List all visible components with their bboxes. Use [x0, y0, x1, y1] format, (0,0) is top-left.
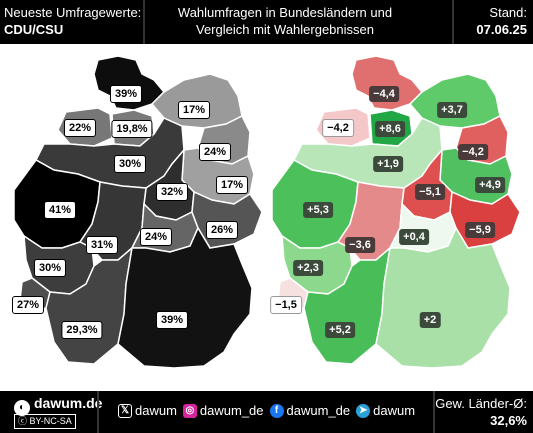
social-facebook-text: dawum_de	[286, 403, 351, 418]
diff-label-bb: +4,9	[475, 177, 505, 193]
poll-label-hb: 19,8%	[111, 120, 153, 138]
diff-label-be: −4,2	[458, 144, 488, 160]
header-right: Stand: 07.06.25	[476, 4, 527, 38]
diff-label-hh: −4,2	[322, 119, 354, 137]
poll-label-he: 31%	[85, 236, 119, 254]
poll-label-sl: 27%	[11, 296, 45, 314]
party-name: CDU/CSU	[4, 22, 64, 37]
license-text: BY-NC-SA	[29, 416, 72, 426]
title-line-2: Vergleich mit Wahlergebnissen	[196, 22, 374, 37]
date-value: 07.06.25	[476, 22, 527, 37]
poll-label-th: 24%	[139, 228, 173, 246]
diff-label-nw: +5,3	[303, 202, 333, 218]
social-instagram-text: dawum_de	[199, 403, 264, 418]
brand[interactable]: ◐ dawum.de	[14, 395, 102, 416]
poll-state-by	[117, 226, 253, 369]
average-label: Gew. Länder-Ø:	[435, 396, 527, 411]
diff-label-sh: −4,4	[369, 86, 399, 102]
header-title: Wahlumfragen in Bundesländern und Vergle…	[175, 4, 395, 38]
average-value: 32,6%	[490, 413, 527, 428]
social-telegram[interactable]: ➤ dawum	[356, 403, 415, 418]
poll-label-ni: 30%	[113, 155, 147, 173]
social-x-text: dawum	[135, 403, 177, 418]
poll-label-st: 32%	[155, 183, 189, 201]
footer-divider-right	[433, 391, 435, 433]
diff-label-he: −3,6	[345, 237, 375, 253]
telegram-icon: ➤	[356, 403, 371, 418]
diff-label-rp: +2,3	[293, 260, 323, 276]
poll-label-by: 39%	[155, 311, 189, 329]
average-box: Gew. Länder-Ø: 32,6%	[435, 395, 527, 429]
poll-label-bw: 29,3%	[61, 321, 103, 339]
header-divider-right	[452, 0, 454, 44]
poll-label-bb: 17%	[215, 176, 249, 194]
poll-label-mv: 17%	[177, 101, 211, 119]
poll-label-sn: 26%	[205, 221, 239, 239]
diff-label-st: −5,1	[415, 184, 445, 200]
instagram-icon: ◎	[182, 403, 197, 418]
footer-divider-left	[97, 391, 99, 433]
diff-label-bw: +5,2	[325, 322, 355, 338]
facebook-icon: f	[269, 403, 284, 418]
header-divider-left	[143, 0, 145, 44]
diff-label-th: +0,4	[399, 229, 429, 245]
x-icon: 𝕏	[118, 403, 132, 418]
diff-label-mv: +3,7	[437, 102, 467, 118]
poll-label-rp: 30%	[33, 259, 67, 277]
poll-label-nw: 41%	[43, 201, 77, 219]
subtitle-poll: Neueste Umfragewerte:	[4, 5, 142, 20]
poll-label-hh: 22%	[63, 119, 97, 137]
brand-text: dawum.de	[34, 395, 103, 411]
license-badge: ⓒ BY-NC-SA	[14, 414, 76, 429]
social-instagram[interactable]: ◎ dawum_de	[182, 403, 264, 418]
diff-svg	[272, 55, 521, 369]
dawum-logo-icon: ◐	[14, 400, 30, 416]
diff-map: −4,4 −4,2 +8,6 +1,9 +3,7 −4,2 +4,9 −5,1 +5,3 −3,6…	[270, 52, 524, 386]
diff-label-ni: +1,9	[373, 156, 403, 172]
diff-state-by	[375, 226, 511, 369]
poll-label-be: 24%	[198, 143, 232, 161]
title-line-1: Wahlumfragen in Bundesländern und	[177, 5, 393, 20]
diff-label-by: +2	[419, 312, 441, 328]
social-facebook[interactable]: f dawum_de	[269, 403, 351, 418]
social-telegram-text: dawum	[373, 403, 416, 418]
poll-map: 39% 22% 19,8% 30% 17% 24% 17% 32% 41% 31% 24% 26% 30…	[11, 52, 266, 386]
diff-label-sn: −5,9	[465, 222, 495, 238]
diff-label-sl: −1,5	[270, 296, 302, 314]
diff-label-hb: +8,6	[375, 121, 405, 137]
poll-label-sh: 39%	[109, 85, 143, 103]
header-bar: Neueste Umfragewerte: CDU/CSU Wahlumfrag…	[0, 0, 533, 44]
header-left: Neueste Umfragewerte: CDU/CSU	[4, 4, 141, 38]
date-label: Stand:	[489, 5, 527, 20]
